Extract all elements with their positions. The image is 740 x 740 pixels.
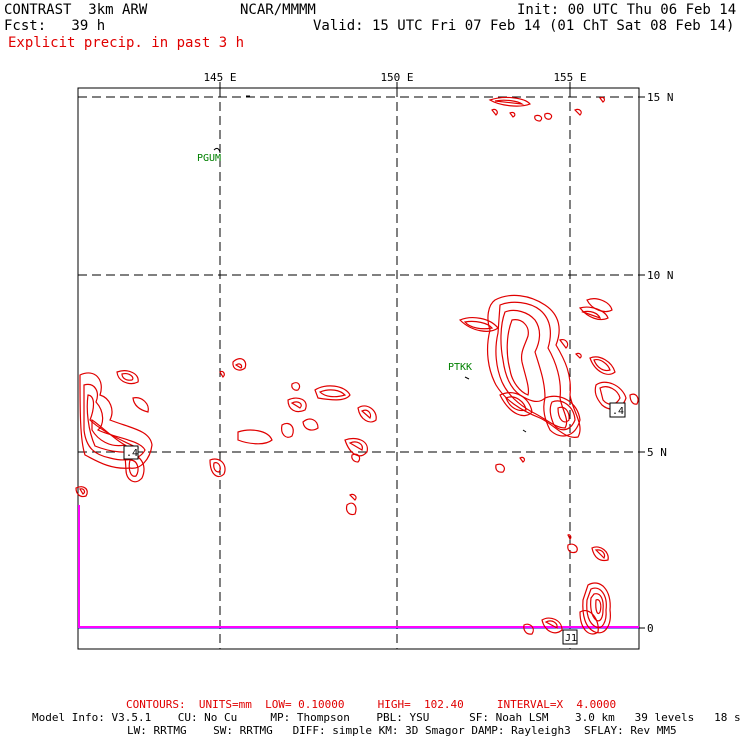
- model-title: CONTRAST 3km ARW: [4, 2, 148, 18]
- forecast-hour: Fcst: 39 h: [4, 18, 106, 34]
- guam-island: [213, 147, 221, 153]
- physics-info: LW: RRTMG SW: RRTMG DIFF: simple KM: 3D …: [127, 724, 677, 737]
- contour-markers: .4 .4 J1: [123, 402, 626, 645]
- precip-cluster-east: [458, 294, 639, 473]
- marker-box-south: [562, 629, 578, 645]
- contour-info: CONTOURS: UNITS=mm LOW= 0.10000 HIGH= 10…: [126, 698, 617, 711]
- lat-label-10n: 10 N: [647, 269, 674, 282]
- islet: [522, 429, 527, 433]
- model-info: Model Info: V3.5.1 CU: No Cu MP: Thompso…: [32, 711, 740, 724]
- precip-cluster-north: [488, 96, 606, 122]
- ticks: [219, 82, 645, 629]
- field-title: Explicit precip. in past 3 h: [8, 35, 245, 51]
- marker-box-east: [609, 402, 626, 418]
- pohnpei-island: [464, 376, 470, 380]
- lat-label-eq: 0: [647, 622, 654, 635]
- valid-time: Valid: 15 UTC Fri 07 Feb 14 (01 ChT Sat …: [313, 18, 735, 34]
- marker-label-south: J1: [565, 633, 577, 644]
- lat-label-5n: 5 N: [647, 446, 667, 459]
- precip-contours: [75, 96, 639, 635]
- domain-boundary: [78, 505, 639, 628]
- station-ptkk: PTKK: [448, 362, 472, 373]
- lon-label-150e: 150 E: [380, 71, 413, 84]
- precip-cluster-south: [523, 534, 611, 635]
- graticule: [78, 88, 639, 649]
- marker-box-west: [123, 445, 139, 460]
- lat-label-15n: 15 N: [647, 91, 674, 104]
- lon-label-145e: 145 E: [203, 71, 236, 84]
- organization: NCAR/MMMM: [240, 2, 316, 18]
- lon-label-155e: 155 E: [553, 71, 586, 84]
- marker-label-east: .4: [612, 406, 624, 417]
- init-time: Init: 00 UTC Thu 06 Feb 14: [517, 2, 737, 18]
- precip-cluster-center: [209, 358, 377, 516]
- precip-cluster-west: [75, 370, 153, 498]
- marker-label-west: .4: [126, 448, 138, 459]
- map-frame: [77, 87, 640, 650]
- station-pgum: PGUM: [197, 153, 221, 164]
